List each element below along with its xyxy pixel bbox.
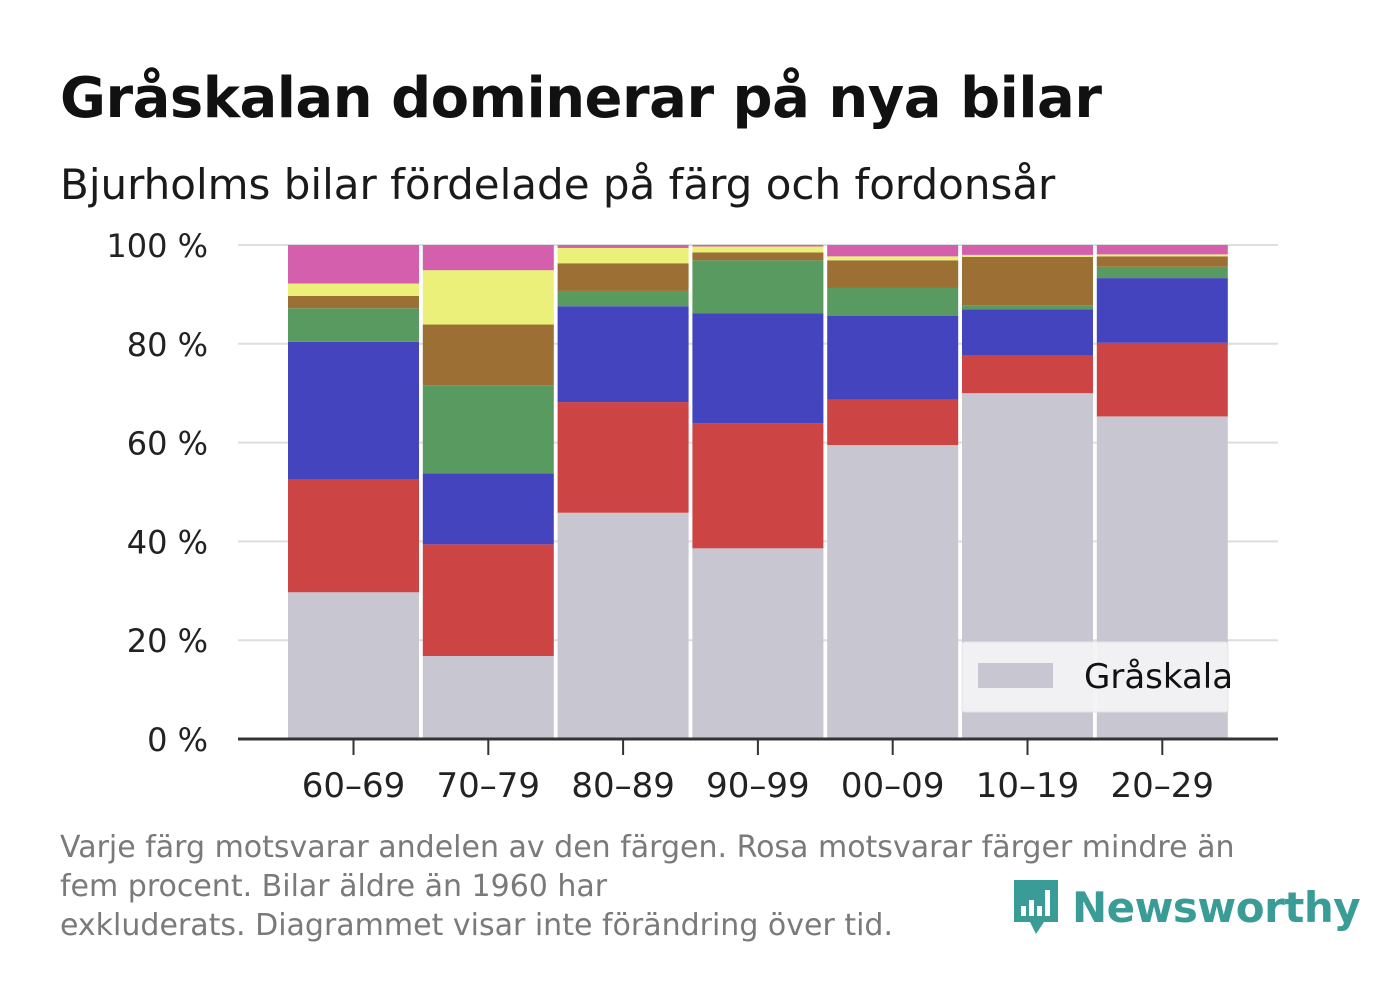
- bar-segment: [422, 544, 554, 657]
- legend-swatch: [978, 663, 1053, 688]
- bar-segment: [557, 290, 689, 307]
- bar-segment: [962, 245, 1093, 255]
- legend-box: [961, 641, 1229, 713]
- bar-segment: [692, 548, 824, 739]
- x-tick-label: 10–19: [976, 766, 1080, 806]
- bar-segment: [827, 245, 959, 257]
- bar-segment: [1096, 266, 1228, 279]
- bar-segment: [1096, 256, 1228, 267]
- x-tick-label: 00–09: [841, 766, 945, 806]
- bar-segment: [288, 341, 419, 480]
- y-tick-label: 80 %: [127, 326, 208, 364]
- newsworthy-logo: Newsworthy: [1010, 876, 1361, 938]
- bar-segment: [557, 306, 689, 403]
- chart-title: Gråskalan dominerar på nya bilar: [60, 66, 1102, 131]
- bar-segment: [692, 260, 824, 314]
- bar-segment: [827, 260, 959, 288]
- chart-subtitle: Bjurholms bilar fördelade på färg och fo…: [60, 160, 1056, 209]
- x-tick-label: 80–89: [571, 766, 675, 806]
- bar-segment: [557, 512, 689, 739]
- bar-segment: [692, 246, 824, 253]
- bar-segment: [827, 445, 959, 739]
- bar-segment: [557, 263, 689, 291]
- bar-segment: [1096, 278, 1228, 343]
- bar-segment: [692, 313, 824, 424]
- bar-segment: [422, 656, 554, 739]
- bar-segment: [962, 309, 1093, 356]
- y-tick-label: 20 %: [127, 622, 208, 660]
- bar-segment: [288, 592, 419, 739]
- brand-name: Newsworthy: [1072, 882, 1361, 932]
- bar-segment: [288, 479, 419, 593]
- footnote: Varje färg motsvarar andelen av den färg…: [60, 828, 1300, 945]
- bar-segment: [827, 256, 959, 261]
- bar-segment: [288, 295, 419, 309]
- bar-segment: [422, 324, 554, 386]
- bar-segment: [422, 270, 554, 325]
- x-axis: 60–69 70–79 80–89 90–99 00–09 10–19 20–29: [238, 737, 1278, 806]
- legend: Gråskala: [961, 641, 1233, 713]
- x-tick-label: 60–69: [302, 766, 406, 806]
- bar-segment: [557, 245, 689, 248]
- bar-segment: [422, 385, 554, 474]
- footnote-line: Varje färg motsvarar andelen av den färg…: [60, 830, 1235, 865]
- bar-segment: [827, 287, 959, 316]
- y-tick-label: 100 %: [106, 227, 208, 265]
- bar-segment: [288, 308, 419, 342]
- bar-segment: [1096, 342, 1228, 417]
- bar-segment: [1096, 254, 1228, 257]
- y-tick-label: 60 %: [127, 425, 208, 463]
- bar-segment: [288, 245, 419, 284]
- bar-segment: [962, 254, 1093, 257]
- x-tick-label: 20–29: [1111, 766, 1215, 806]
- y-tick-label: 0 %: [147, 721, 208, 759]
- bar-segment: [962, 256, 1093, 306]
- bar-segment: [962, 355, 1093, 394]
- footnote-line: fem procent. Bilar äldre än 1960 har: [60, 869, 608, 904]
- y-tick-label: 40 %: [127, 523, 208, 561]
- bar-segment: [422, 245, 554, 271]
- bar-chart-speech-bubble-icon: [1014, 880, 1058, 934]
- bar-segment: [692, 423, 824, 549]
- bar-segment: [557, 402, 689, 513]
- bar-segment: [827, 315, 959, 400]
- bar-segment: [692, 245, 824, 247]
- legend-label: Gråskala: [1084, 657, 1233, 697]
- bar-segment: [557, 247, 689, 264]
- bar-segment: [962, 305, 1093, 310]
- bar-segment: [1096, 245, 1228, 255]
- footnote-line: exkluderats. Diagrammet visar inte förän…: [60, 908, 894, 943]
- bar-segment: [422, 473, 554, 545]
- y-axis-labels: 0 % 20 % 40 % 60 % 80 % 100 %: [106, 227, 208, 759]
- x-tick-label: 70–79: [437, 766, 541, 806]
- bars: [288, 245, 1228, 739]
- bar-segment: [692, 252, 824, 261]
- bar-segment: [288, 283, 419, 296]
- x-tick-label: 90–99: [706, 766, 810, 806]
- bar-segment: [827, 399, 959, 446]
